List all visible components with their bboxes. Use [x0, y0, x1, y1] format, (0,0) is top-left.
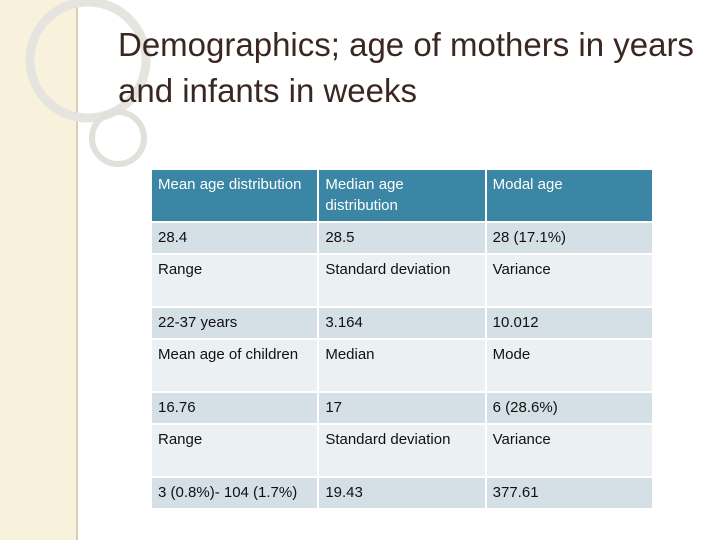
table-header-cell: Mean age distribution	[149, 168, 320, 223]
table-cell: 17	[317, 391, 487, 425]
table-cell: Standard deviation	[317, 423, 487, 478]
table-cell: 28.4	[149, 221, 320, 255]
table-cell: Range	[149, 423, 320, 478]
table-cell: Variance	[484, 423, 655, 478]
table-cell: Range	[149, 253, 320, 308]
table-cell: 10.012	[484, 306, 655, 340]
decorative-circles	[25, 0, 151, 167]
table-row: 28.4 28.5 28 (17.1%)	[149, 221, 655, 255]
table-cell: 16.76	[149, 391, 320, 425]
table-header-cell: Modal age	[484, 168, 655, 223]
table-row: 3 (0.8%)- 104 (1.7%) 19.43 377.61	[149, 476, 655, 510]
table-cell: 28.5	[317, 221, 487, 255]
table-cell: 6 (28.6%)	[484, 391, 655, 425]
table-row: Mean age of children Median Mode	[149, 338, 655, 393]
table-cell: Standard deviation	[317, 253, 487, 308]
table-cell: Mean age of children	[149, 338, 320, 393]
table-row: 22-37 years 3.164 10.012	[149, 306, 655, 340]
table-cell: Median	[317, 338, 487, 393]
table-cell: 22-37 years	[149, 306, 320, 340]
table-row: Range Standard deviation Variance	[149, 423, 655, 478]
table-row: Range Standard deviation Variance	[149, 253, 655, 308]
table-cell: 19.43	[317, 476, 487, 510]
table-cell: Mode	[484, 338, 655, 393]
demographics-table: Mean age distribution Median age distrib…	[149, 168, 655, 510]
table-cell: 377.61	[484, 476, 655, 510]
slide-title: Demographics; age of mothers in years an…	[118, 26, 694, 109]
table-cell: 28 (17.1%)	[484, 221, 655, 255]
table-cell: Variance	[484, 253, 655, 308]
table-header-row: Mean age distribution Median age distrib…	[149, 168, 655, 223]
table-row: 16.76 17 6 (28.6%)	[149, 391, 655, 425]
table-cell: 3 (0.8%)- 104 (1.7%)	[149, 476, 320, 510]
table-header-cell: Median age distribution	[317, 168, 487, 223]
table-cell: 3.164	[317, 306, 487, 340]
